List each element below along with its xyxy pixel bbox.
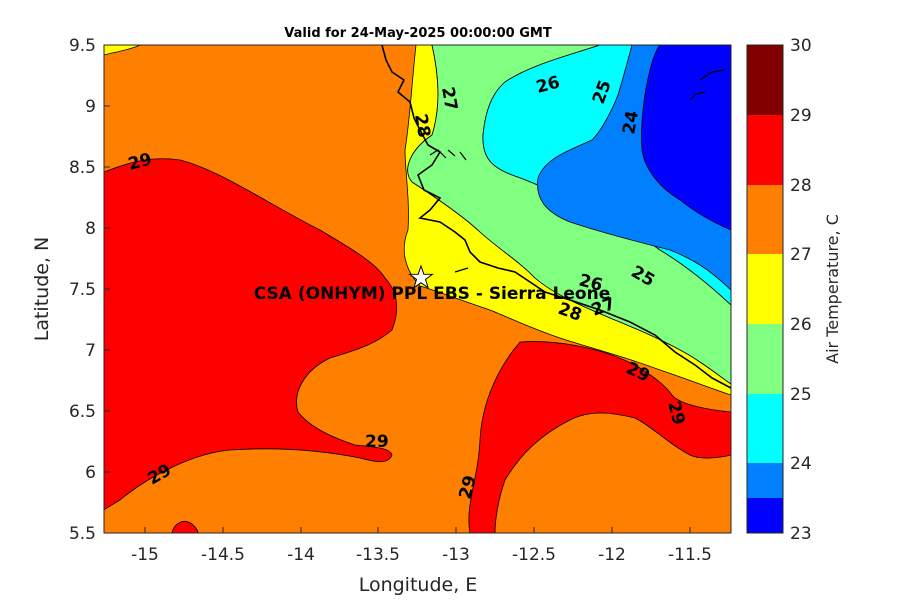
contour-label: 27 [437,85,461,112]
y-tick-label: 5.5 [69,524,96,544]
colorbar-tick-label: 23 [790,524,812,544]
colorbar-tick-label: 25 [790,385,812,405]
colorbar-tick-label: 29 [790,106,812,126]
chart-title: Valid for 24-May-2025 00:00:00 GMT [284,26,552,41]
colorbar-band-26-27 [747,254,783,324]
x-tick-label: -15 [131,545,159,565]
colorbar-label: Air Temperature, C [823,214,842,364]
y-axis: 9.5 9 8.5 8 7.5 7 6.5 6 5.5 [69,36,110,544]
y-tick-label: 7 [85,341,96,361]
x-tick-label: -12.5 [512,545,556,565]
colorbar-tick-label: 26 [790,315,812,335]
station-label: CSA (ONHYM) PPL EBS - Sierra Leone [254,284,611,304]
colorbar: 30 29 28 27 26 25 24 23 Air Temperature,… [746,36,842,544]
region-23-24 [641,45,731,231]
contour-label: 28 [410,112,434,139]
x-tick-label: -11.5 [668,545,712,565]
colorbar-band-24-25 [747,394,783,464]
x-axis: -15 -14.5 -14 -13.5 -13 -12.5 -12 -11.5 [131,527,712,565]
x-tick-label: -12 [598,545,626,565]
colorbar-band-29-30 [747,45,783,115]
region-29-west [104,158,398,511]
colorbar-frame [746,44,784,534]
y-tick-label: 6 [85,463,96,483]
y-tick-label: 9 [85,97,96,117]
colorbar-tick-label: 24 [790,454,812,474]
colorbar-band-low [747,498,783,533]
colorbar-band-25-26 [747,324,783,394]
colorbar-band-23-24 [747,463,783,498]
plot-area [104,45,731,533]
y-tick-label: 8 [85,219,96,239]
x-tick-label: -14.5 [201,545,245,565]
x-axis-label: Longitude, E [359,574,478,596]
colorbar-tick-label: 27 [790,245,812,265]
colorbar-tick-label: 28 [790,176,812,196]
x-tick-label: -13 [442,545,470,565]
y-axis-label: Latitude, N [31,237,53,342]
contour-label: 29 [365,432,389,452]
colorbar-tick-label: 30 [790,36,812,56]
y-tick-label: 8.5 [69,158,96,178]
colorbar-band-28-29 [747,115,783,185]
y-tick-label: 6.5 [69,402,96,422]
coastline-islands [429,69,726,273]
station-star-icon [408,264,434,289]
x-tick-label: -13.5 [356,545,400,565]
contour-label: 24 [619,109,643,136]
y-tick-label: 9.5 [69,36,96,56]
coastline [381,45,731,389]
region-29-small [171,521,199,533]
colorbar-band-27-28 [747,185,783,255]
region-29-southeast [468,341,731,533]
x-tick-label: -14 [287,545,315,565]
y-tick-label: 7.5 [69,280,96,300]
